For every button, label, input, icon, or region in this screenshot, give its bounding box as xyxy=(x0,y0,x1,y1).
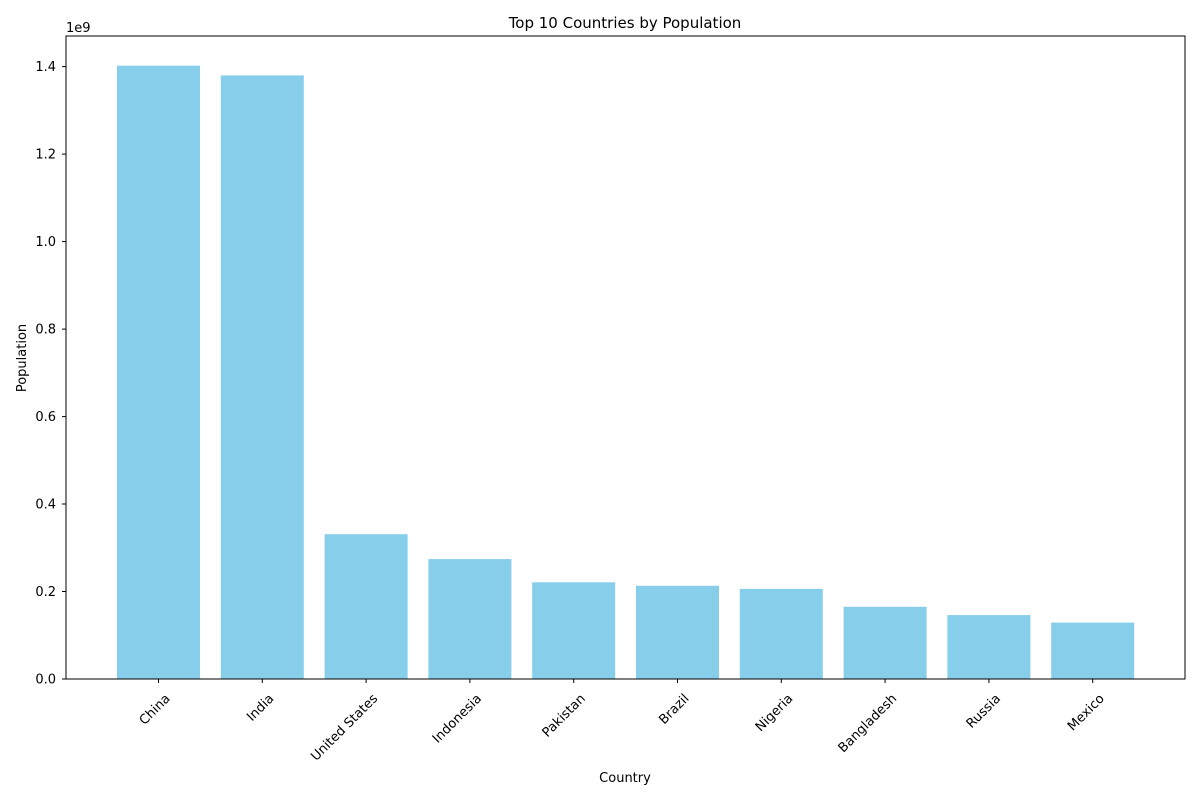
bar-pakistan xyxy=(532,582,616,679)
chart-title: Top 10 Countries by Population xyxy=(508,14,742,32)
y-tick-label: 1.2 xyxy=(35,148,56,163)
x-ticks-group: China India United States Indonesia Pakistan… xyxy=(137,679,1108,764)
bar-russia xyxy=(947,615,1031,679)
bar-india xyxy=(220,75,304,679)
x-tick-label-china: China xyxy=(137,691,174,728)
y-tick-label: 1.4 xyxy=(35,60,56,75)
plot-frame xyxy=(65,35,1186,680)
bar-nigeria xyxy=(739,588,823,679)
bar-bangladesh xyxy=(843,606,927,679)
y-tick-label: 0.4 xyxy=(35,498,56,513)
x-tick-label-pakistan: Pakistan xyxy=(540,691,589,740)
x-tick-label-bangladesh: Bangladesh xyxy=(836,691,901,756)
bar-mexico xyxy=(1051,622,1135,679)
y-tick-label: 0.2 xyxy=(35,585,56,600)
x-tick-label-russia: Russia xyxy=(964,691,1004,731)
bar-indonesia xyxy=(428,559,512,679)
bars-group xyxy=(117,65,1135,679)
y-axis-label: Population xyxy=(15,324,30,392)
x-axis-label: Country xyxy=(599,771,651,786)
x-tick-label-india: India xyxy=(244,691,277,724)
x-tick-label-mexico: Mexico xyxy=(1065,691,1108,734)
bar-united-states xyxy=(324,534,408,679)
y-tick-label: 0.6 xyxy=(35,410,56,425)
bar-brazil xyxy=(636,585,719,679)
y-offset-label: 1e9 xyxy=(66,21,91,36)
x-tick-label-nigeria: Nigeria xyxy=(753,691,796,734)
bar-china xyxy=(117,65,200,679)
y-tick-label: 1.0 xyxy=(35,235,56,250)
x-tick-label-indonesia: Indonesia xyxy=(430,691,485,746)
y-tick-label: 0.8 xyxy=(35,323,56,338)
y-tick-label: 0.0 xyxy=(35,673,56,688)
x-tick-label-united-states: United States xyxy=(308,691,381,764)
y-ticks-group: 0.0 0.2 0.4 0.6 0.8 1.0 1.2 1.4 xyxy=(35,60,66,688)
x-tick-label-brazil: Brazil xyxy=(656,691,692,727)
